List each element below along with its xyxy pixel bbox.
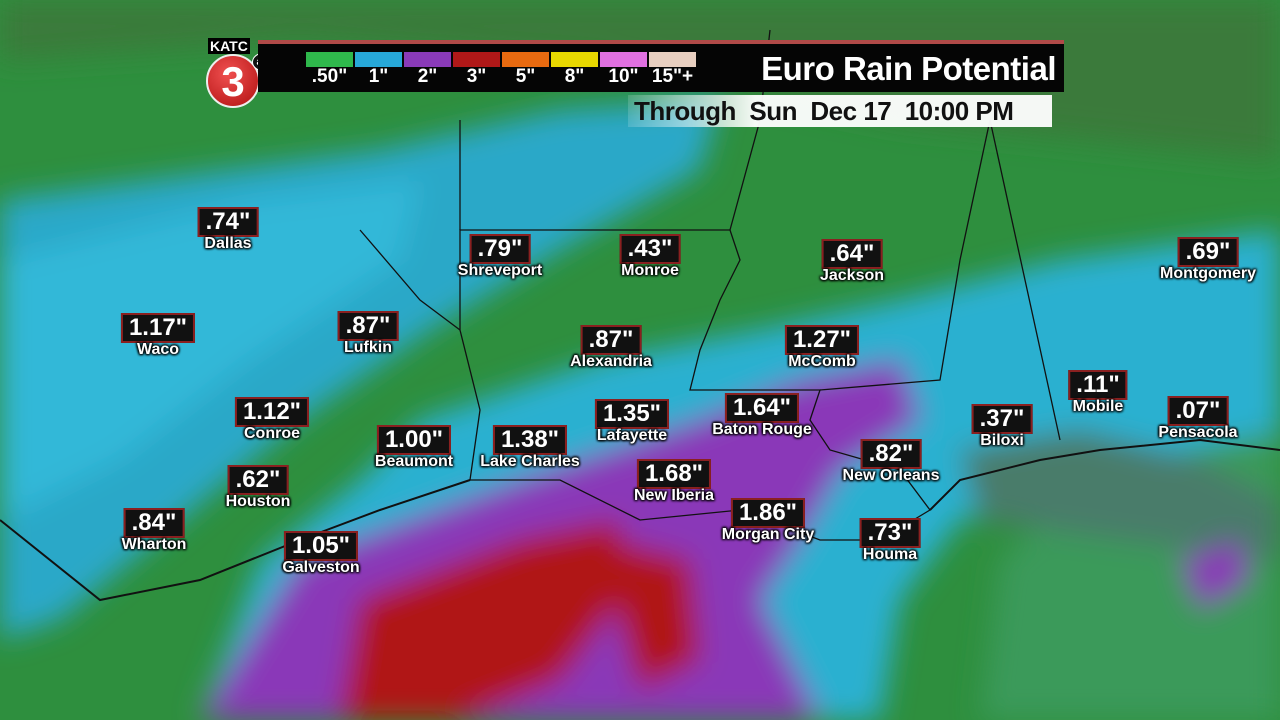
legend-swatch [453, 52, 500, 67]
legend-swatch [404, 52, 451, 67]
city-name: Beaumont [374, 453, 454, 470]
rain-amount: 1.27" [784, 325, 860, 355]
city-name: Waco [136, 341, 180, 358]
rain-amount: 1.38" [492, 425, 568, 455]
legend-label: 3" [466, 66, 487, 87]
city-name: Biloxi [980, 432, 1024, 449]
header-bar: .50" 1" 2" 3" 5" 8" 10" 15"+ Euro Rain Potentia… [258, 40, 1064, 92]
city-name: Baton Rouge [712, 421, 812, 438]
city-name: New Iberia [633, 487, 715, 504]
city-name: Lufkin [344, 339, 392, 356]
rain-amount: .62" [227, 465, 289, 495]
rain-amount: 1.64" [724, 393, 800, 423]
rain-amount: 1.86" [730, 498, 806, 528]
rain-amount: 1.00" [376, 425, 452, 455]
legend-label: 1" [368, 66, 389, 87]
city-name: McComb [788, 353, 856, 370]
city-name: Conroe [244, 425, 300, 442]
rain-amount: .87" [580, 325, 642, 355]
city-name: Dallas [204, 235, 252, 252]
city-name: Monroe [621, 262, 679, 279]
city-name: Shreveport [457, 262, 543, 279]
city-name: Morgan City [721, 526, 815, 543]
legend-label: .50" [311, 66, 348, 87]
rain-amount: 1.35" [594, 399, 670, 429]
legend-label: 5" [515, 66, 536, 87]
rain-amount: .07" [1167, 396, 1229, 426]
rain-amount: .43" [619, 234, 681, 264]
subtitle: Through Sun Dec 17 10:00 PM [634, 96, 1014, 126]
rain-amount: 1.05" [283, 531, 359, 561]
title: Euro Rain Potential [761, 50, 1056, 87]
city-name: New Orleans [842, 467, 940, 484]
legend-swatch [502, 52, 549, 67]
legend-label: 15"+ [651, 66, 694, 87]
rain-amount: .74" [197, 207, 259, 237]
rain-amount: .69" [1177, 237, 1239, 267]
logo-channel: 3 [221, 58, 245, 105]
city-name: Pensacola [1158, 424, 1238, 441]
city-name: Jackson [819, 267, 885, 284]
rain-amount: 1.68" [636, 459, 712, 489]
subtitle-bar: Through Sun Dec 17 10:00 PM [628, 95, 1052, 127]
city-name: Lafayette [596, 427, 668, 444]
rain-amount: .79" [469, 234, 531, 264]
logo-station: KATC [208, 38, 250, 54]
rain-amount: .37" [971, 404, 1033, 434]
legend-swatch [600, 52, 647, 67]
city-name: Montgomery [1160, 265, 1256, 282]
city-name: Lake Charles [480, 453, 580, 470]
city-name: Houston [225, 493, 291, 510]
city-name: Alexandria [570, 353, 652, 370]
rain-amount: 1.12" [234, 397, 310, 427]
legend-swatch [551, 52, 598, 67]
rain-amount: .87" [337, 311, 399, 341]
legend-label: 10" [608, 66, 639, 87]
legend-swatch [649, 52, 696, 67]
rain-amount: .64" [821, 239, 883, 269]
rain-amount: .11" [1068, 370, 1128, 400]
city-name: Wharton [121, 536, 187, 553]
legend-swatch [355, 52, 402, 67]
city-name: Houma [862, 546, 918, 563]
legend-swatch [306, 52, 353, 67]
city-name: Galveston [282, 559, 360, 576]
legend-label: 2" [417, 66, 438, 87]
legend-label: 8" [564, 66, 585, 87]
rain-amount: .84" [123, 508, 185, 538]
city-name: Mobile [1072, 398, 1124, 415]
rain-amount: 1.17" [120, 313, 196, 343]
rain-amount: .82" [860, 439, 922, 469]
rain-amount: .73" [859, 518, 921, 548]
